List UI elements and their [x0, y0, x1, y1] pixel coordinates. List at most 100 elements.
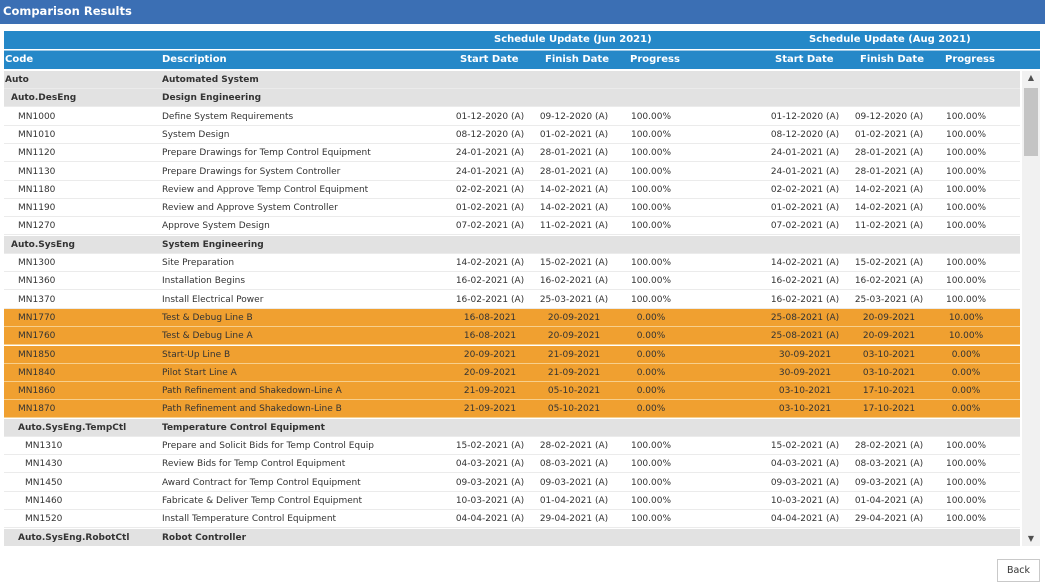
cell-finish-jun: 09-12-2020 (A) [539, 111, 609, 122]
cell-finish-jun: 25-03-2021 (A) [539, 294, 609, 305]
table-row[interactable]: MN1760 Test & Debug Line A 16-08-2021 20-09… [4, 327, 1020, 346]
table-row[interactable]: MN1860 Path Refinement and Shakedown-Line… [4, 382, 1020, 401]
cell-code: Auto.SysEng [11, 239, 75, 250]
group-row[interactable]: Auto Automated System [4, 71, 1020, 89]
cell-finish-jun: 20-09-2021 [547, 312, 601, 323]
scroll-down-icon[interactable]: ▼ [1027, 534, 1035, 543]
cell-start-aug: 08-12-2020 (A) [770, 129, 840, 140]
cell-start-aug: 25-08-2021 (A) [770, 331, 840, 342]
cell-progress-jun: 0.00% [636, 349, 666, 360]
table-row[interactable]: MN1360 Installation Begins 16-02-2021 (A) 1… [4, 272, 1020, 291]
cell-start-jun: 20-09-2021 [463, 367, 517, 378]
cell-finish-jun: 05-10-2021 [547, 386, 601, 397]
cell-code: MN1360 [18, 276, 56, 287]
cell-start-jun: 24-01-2021 (A) [455, 166, 525, 177]
cell-progress-jun: 100.00% [630, 441, 672, 451]
cell-description: Test & Debug Line A [162, 331, 253, 342]
cell-start-aug: 30-09-2021 [778, 349, 832, 360]
cell-finish-aug: 29-04-2021 (A) [854, 514, 924, 525]
table-row[interactable]: MN1850 Start-Up Line B 20-09-2021 21-09-202… [4, 345, 1020, 364]
cell-progress-aug: 100.00% [945, 184, 987, 195]
cell-description: Temperature Control Equipment [162, 422, 325, 433]
cell-start-aug: 04-03-2021 (A) [770, 459, 840, 470]
cell-progress-jun: 0.00% [636, 404, 666, 415]
cell-progress-aug: 100.00% [945, 294, 987, 305]
header-aug-group: Schedule Update (Aug 2021) [809, 34, 971, 45]
cell-start-aug: 24-01-2021 (A) [770, 166, 840, 177]
cell-progress-aug: 10.00% [948, 331, 984, 342]
cell-description: Review Bids for Temp Control Equipment [162, 459, 346, 470]
cell-code: MN1460 [25, 495, 63, 506]
col-start-aug[interactable]: Start Date [775, 54, 834, 65]
cell-progress-aug: 100.00% [945, 221, 987, 232]
table-row[interactable]: MN1300 Site Preparation 14-02-2021 (A) 15-0… [4, 254, 1020, 272]
header-group-row: Schedule Update (Jun 2021) Schedule Upda… [4, 31, 1040, 49]
cell-start-aug: 16-02-2021 (A) [770, 276, 840, 287]
table-row[interactable]: MN1460 Fabricate & Deliver Temp Control E… [4, 492, 1020, 510]
header-column-row: Code Description Start Date Finish Date … [4, 50, 1040, 69]
table-row[interactable]: MN1520 Install Temperature Control Equipm… [4, 510, 1020, 529]
table-row[interactable]: MN1450 Award Contract for Temp Control Eq… [4, 474, 1020, 492]
cell-start-aug: 04-04-2021 (A) [770, 514, 840, 525]
cell-progress-aug: 0.00% [951, 404, 981, 415]
table-row[interactable]: MN1120 Prepare Drawings for Temp Control … [4, 144, 1020, 163]
cell-finish-jun: 28-01-2021 (A) [539, 166, 609, 177]
cell-progress-jun: 0.00% [636, 367, 666, 378]
cell-description: Design Engineering [162, 93, 262, 104]
cell-finish-jun: 21-09-2021 [547, 367, 601, 378]
table-row[interactable]: MN1370 Install Electrical Power 16-02-2021… [4, 291, 1020, 309]
table-row[interactable]: MN1840 Pilot Start Line A 20-09-2021 21-09-… [4, 363, 1020, 382]
cell-progress-aug: 100.00% [945, 166, 987, 177]
cell-start-aug: 10-03-2021 (A) [770, 495, 840, 506]
cell-progress-jun: 100.00% [630, 203, 672, 214]
cell-code: MN1120 [18, 148, 56, 159]
cell-description: Review and Approve System Controller [162, 203, 338, 214]
cell-description: Award Contract for Temp Control Equipmen… [162, 477, 361, 488]
cell-finish-aug: 03-10-2021 [862, 367, 916, 378]
col-start-jun[interactable]: Start Date [460, 54, 519, 65]
cell-finish-aug: 28-01-2021 (A) [854, 166, 924, 177]
cell-start-jun: 01-12-2020 (A) [455, 111, 525, 122]
group-row[interactable]: Auto.DesEng Design Engineering [4, 89, 1020, 108]
scroll-up-icon[interactable]: ▲ [1027, 73, 1035, 82]
cell-description: Start-Up Line B [162, 349, 231, 360]
cell-progress-jun: 0.00% [636, 331, 666, 342]
col-code[interactable]: Code [5, 54, 34, 65]
cell-description: Install Electrical Power [162, 294, 264, 305]
group-row[interactable]: Auto.SysEng.RobotCtl Robot Controller [4, 528, 1020, 546]
table-row[interactable]: MN1000 Define System Requirements 01-12-20… [4, 108, 1020, 126]
cell-finish-aug: 11-02-2021 (A) [854, 221, 924, 232]
table-row[interactable]: MN1130 Prepare Drawings for System Contro… [4, 163, 1020, 181]
table-row[interactable]: MN1180 Review and Approve Temp Control Eq… [4, 181, 1020, 199]
group-row[interactable]: Auto.SysEng.TempCtl Temperature Control E… [4, 418, 1020, 437]
table-row[interactable]: MN1310 Prepare and Solicit Bids for Temp … [4, 437, 1020, 455]
col-finish-aug[interactable]: Finish Date [860, 54, 924, 65]
cell-start-jun: 10-03-2021 (A) [455, 495, 525, 506]
cell-start-aug: 09-03-2021 (A) [770, 477, 840, 488]
col-finish-jun[interactable]: Finish Date [545, 54, 609, 65]
back-button[interactable]: Back [997, 559, 1040, 582]
cell-start-aug: 30-09-2021 [778, 367, 832, 378]
cell-progress-aug: 100.00% [945, 441, 987, 451]
cell-finish-aug: 28-02-2021 (A) [854, 441, 924, 451]
table-row[interactable]: MN1870 Path Refinement and Shakedown-Line… [4, 400, 1020, 419]
vertical-scrollbar[interactable]: ▲ ▼ [1022, 71, 1040, 546]
table-row[interactable]: MN1010 System Design 08-12-2020 (A) 01-02-2… [4, 126, 1020, 144]
cell-start-jun: 04-04-2021 (A) [455, 514, 525, 525]
table-row[interactable]: MN1270 Approve System Design 07-02-2021 (A… [4, 217, 1020, 236]
table-row[interactable]: MN1770 Test & Debug Line B 16-08-2021 20-09… [4, 308, 1020, 327]
cell-description: Define System Requirements [162, 111, 294, 122]
table-row[interactable]: MN1190 Review and Approve System Controll… [4, 199, 1020, 218]
group-row[interactable]: Auto.SysEng System Engineering [4, 235, 1020, 254]
cell-finish-aug: 28-01-2021 (A) [854, 148, 924, 159]
cell-start-jun: 04-03-2021 (A) [455, 459, 525, 470]
col-progress-aug[interactable]: Progress [945, 54, 995, 65]
cell-progress-jun: 100.00% [630, 166, 672, 177]
scroll-thumb[interactable] [1024, 88, 1038, 156]
col-progress-jun[interactable]: Progress [630, 54, 680, 65]
col-description[interactable]: Description [162, 54, 227, 65]
cell-progress-jun: 100.00% [630, 477, 672, 488]
table-row[interactable]: MN1430 Review Bids for Temp Control Equip… [4, 455, 1020, 474]
cell-description: Prepare Drawings for System Controller [162, 166, 341, 177]
cell-start-aug: 16-02-2021 (A) [770, 294, 840, 305]
